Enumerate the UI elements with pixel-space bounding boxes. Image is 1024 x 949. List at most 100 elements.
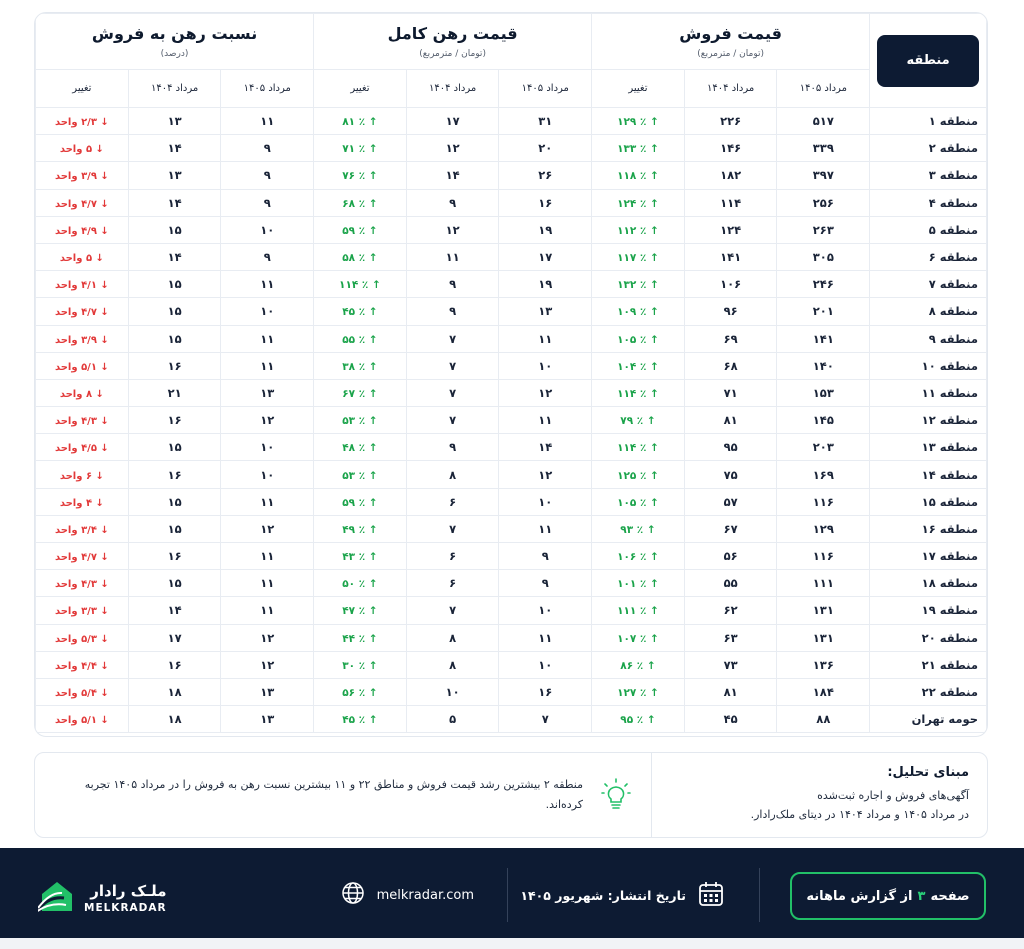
table-row: منطقه ۱۲ ۱۴۵ ۸۱ ↑ ٪ ۷۹ ۱۱ ۷ ↑ ٪ ۵۳ ۱۲ ۱۶ ↓ ۴/۳ وا… [35, 406, 987, 435]
arrow-down-icon: ↓ [96, 171, 109, 183]
change-units: ۵/۱ واحد [54, 361, 97, 373]
value-cell: ۱۶ [127, 460, 222, 489]
value-cell: ۱۵ [127, 270, 222, 299]
value-cell: ۸۱ [683, 677, 778, 707]
value-cell: ۱۶ [498, 188, 593, 217]
arrow-up-icon: ↑ [646, 578, 659, 591]
value-cell: ۱۵۳ [776, 378, 871, 408]
region-name-cell: منطقه ۱۲ [869, 406, 987, 435]
value-cell: ۶ [405, 487, 500, 516]
value-cell: ۱۵ [127, 297, 222, 326]
value-cell: ↓ ۴/۷ واحد [35, 188, 129, 217]
region-name-cell: منطقه ۲ [869, 134, 987, 163]
value-cell: ۱۰ [220, 297, 315, 326]
region-header[interactable]: منطقه [877, 34, 980, 87]
value-cell: ↓ ۵ واحد [35, 242, 129, 272]
value-cell: ۱۲۴ [683, 215, 778, 244]
value-cell: ۱۱۴ [683, 188, 778, 217]
value-cell: ۱۱ [220, 487, 315, 516]
value-cell: ۲۲۶ [683, 106, 778, 136]
change-percent: ٪ ۱۱۱ [617, 605, 647, 618]
value-cell: ۷ [405, 324, 500, 353]
change-percent: ٪ ۵۳ [342, 469, 366, 482]
value-cell: ۱۵ [127, 324, 222, 353]
arrow-up-icon: ↑ [365, 170, 378, 183]
value-cell: ۷ [498, 705, 593, 734]
page-indicator-button[interactable]: صفحه ۳ از گزارش ماهانه [790, 872, 986, 920]
value-cell: ↓ ۸ واحد [35, 378, 129, 408]
table-row: حومه تهران ۸۸ ۴۵ ↑ ٪ ۹۵ ۷ ۵ ↑ ٪ ۴۵ ۱۳ ۱۸ ↓ ۵/۱ وا… [35, 705, 987, 734]
value-cell: ↑ ٪ ۴۸ [313, 433, 407, 462]
change-percent: ٪ ۴۹ [342, 523, 366, 536]
value-cell: ۸۸ [776, 705, 871, 734]
arrow-down-icon: ↓ [92, 144, 104, 156]
change-units: ۴/۴ واحد [54, 660, 97, 672]
footer-divider [759, 868, 760, 922]
arrow-up-icon: ↑ [365, 415, 378, 428]
value-cell: ۵۶ [683, 541, 778, 571]
arrow-up-icon: ↑ [646, 632, 659, 645]
value-cell: ۱۰ [220, 215, 315, 244]
value-cell: ۵ [405, 705, 500, 734]
value-cell: ↑ ٪ ۴۳ [313, 541, 407, 571]
value-cell: ۹ [220, 242, 315, 272]
column-header: تغییر [591, 69, 685, 108]
change-units: ۵/۴ واحد [54, 688, 97, 700]
value-cell: ۸ [405, 623, 500, 652]
table-row: منطقه ۵ ۲۶۳ ۱۲۴ ↑ ٪ ۱۱۲ ۱۹ ۱۲ ↑ ٪ ۵۹ ۱۰ ۱۵ ↓ ۴/۹ … [35, 215, 987, 244]
change-percent: ٪ ۵۸ [342, 252, 366, 265]
table-row: منطقه ۲۰ ۱۳۱ ۶۳ ↑ ٪ ۱۰۷ ۱۱ ۸ ↑ ٪ ۴۴ ۱۲ ۱۷ ↓ ۵/۳ و… [35, 623, 987, 652]
value-cell: ۱۰ [220, 460, 315, 489]
value-cell: ۲۰ [498, 134, 593, 163]
arrow-up-icon: ↑ [646, 333, 659, 346]
column-header: مرداد ۱۴۰۴ [405, 69, 500, 108]
arrow-up-icon: ↑ [365, 442, 378, 455]
table-row: منطقه ۴ ۲۵۶ ۱۱۴ ↑ ٪ ۱۲۴ ۱۶ ۹ ↑ ٪ ۶۸ ۹ ۱۴ ↓ ۴/۷ وا… [35, 188, 987, 217]
change-percent: ٪ ۱۰۶ [617, 551, 647, 564]
website-link[interactable]: melkradar.com [341, 881, 474, 909]
arrow-up-icon: ↑ [646, 116, 659, 129]
value-cell: ۱۶ [127, 541, 222, 571]
value-cell: ۹۶ [683, 297, 778, 326]
group-sale-price: قیمت فروش (تومان / مترمربع) [591, 13, 871, 70]
region-name-cell: منطقه ۱۴ [869, 460, 987, 489]
value-cell: ۱۰۶ [683, 270, 778, 299]
value-cell: ↓ ۶ واحد [35, 460, 129, 489]
value-cell: ↑ ٪ ۵۹ [313, 487, 407, 516]
arrow-up-icon: ↑ [365, 333, 378, 346]
group-subtitle: (تومان / مترمربع) [697, 49, 764, 59]
arrow-down-icon: ↓ [92, 253, 104, 265]
change-percent: ٪ ۱۰۷ [617, 632, 647, 645]
value-cell: ↑ ٪ ۵۵ [313, 324, 407, 353]
arrow-up-icon: ↑ [643, 714, 656, 727]
change-percent: ٪ ۵۵ [342, 333, 366, 346]
change-units: ۴/۹ واحد [54, 225, 97, 237]
group-mortgage-ratio: نسبت رهن به فروش (درصد) [35, 13, 315, 70]
change-units: ۴/۳ واحد [54, 579, 97, 591]
analysis-note: منطقه ۲ بیشترین رشد قیمت فروش و مناطق ۲۲… [84, 778, 583, 811]
arrow-up-icon: ↑ [365, 551, 378, 564]
value-cell: ۱۱ [220, 541, 315, 571]
change-percent: ٪ ۵۹ [342, 224, 366, 237]
value-cell: ۱۴۱ [776, 324, 871, 353]
arrow-up-icon: ↑ [365, 360, 378, 373]
region-name-cell: منطقه ۸ [869, 297, 987, 326]
arrow-down-icon: ↓ [96, 361, 109, 373]
value-cell: ↑ ٪ ۱۰۹ [591, 297, 685, 326]
change-percent: ٪ ۱۰۹ [617, 306, 647, 319]
region-name-cell: منطقه ۹ [869, 324, 987, 353]
change-percent: ٪ ۴۵ [342, 306, 366, 319]
value-cell: ↓ ۳/۴ واحد [35, 514, 129, 544]
change-units: ۴/۷ واحد [54, 307, 97, 319]
value-cell: ۱۲ [220, 406, 315, 435]
value-cell: ۱۲ [220, 650, 315, 679]
arrow-down-icon: ↓ [96, 416, 109, 428]
value-cell: ۱۱ [220, 106, 315, 136]
arrow-down-icon: ↓ [96, 579, 109, 591]
price-table-card: منطقه قیمت فروش (تومان / مترمربع) قیمت ر… [34, 12, 988, 737]
value-cell: ۲۰۱ [776, 297, 871, 326]
value-cell: ↑ ٪ ۱۳۳ [591, 134, 685, 163]
change-units: ۴ واحد [59, 497, 93, 509]
value-cell: ↑ ٪ ۱۰۵ [591, 324, 685, 353]
value-cell: ↓ ۴/۳ واحد [35, 569, 129, 598]
